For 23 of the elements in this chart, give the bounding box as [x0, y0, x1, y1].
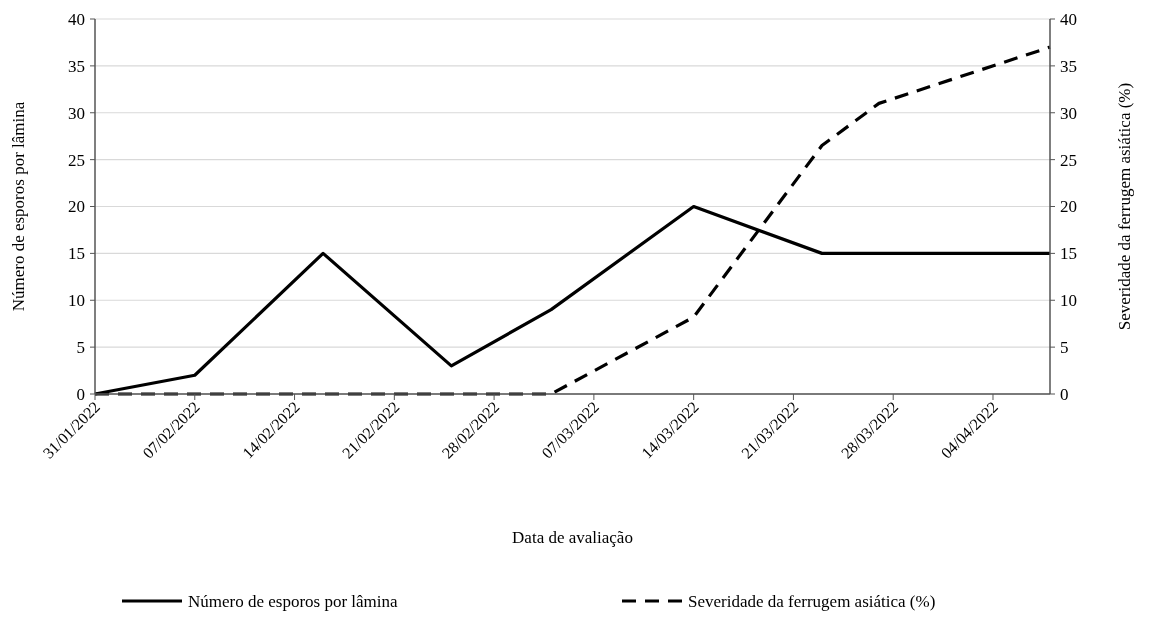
y-tick-label: 0: [76, 384, 85, 404]
legend-label: Número de esporos por lâmina: [188, 591, 399, 611]
y2-tick-label: 25: [1060, 150, 1077, 170]
y2-tick-label: 35: [1060, 56, 1077, 76]
y2-tick-label: 15: [1060, 244, 1077, 264]
y2-tick-label: 20: [1060, 197, 1077, 217]
y-tick-label: 15: [68, 244, 85, 264]
y-tick-label: 10: [68, 291, 85, 311]
y-tick-label: 5: [76, 338, 85, 358]
y2-tick-label: 10: [1060, 291, 1077, 311]
y-axis-title: Número de esporos por lâmina: [9, 101, 28, 312]
y2-axis-title: Severidade da ferrugem asiática (%): [1115, 82, 1134, 331]
legend-label: Severidade da ferrugem asiática (%): [688, 591, 936, 611]
y-tick-label: 20: [68, 197, 85, 217]
y2-tick-label: 0: [1060, 384, 1069, 404]
y-tick-label: 35: [68, 56, 85, 76]
y2-tick-label: 30: [1060, 103, 1077, 123]
y2-tick-label: 5: [1060, 338, 1069, 358]
y-tick-label: 40: [68, 9, 85, 29]
y2-tick-label: 40: [1060, 9, 1077, 29]
x-axis-title: Data de avaliação: [512, 528, 633, 547]
y-tick-label: 25: [68, 150, 85, 170]
y-tick-label: 30: [68, 103, 85, 123]
